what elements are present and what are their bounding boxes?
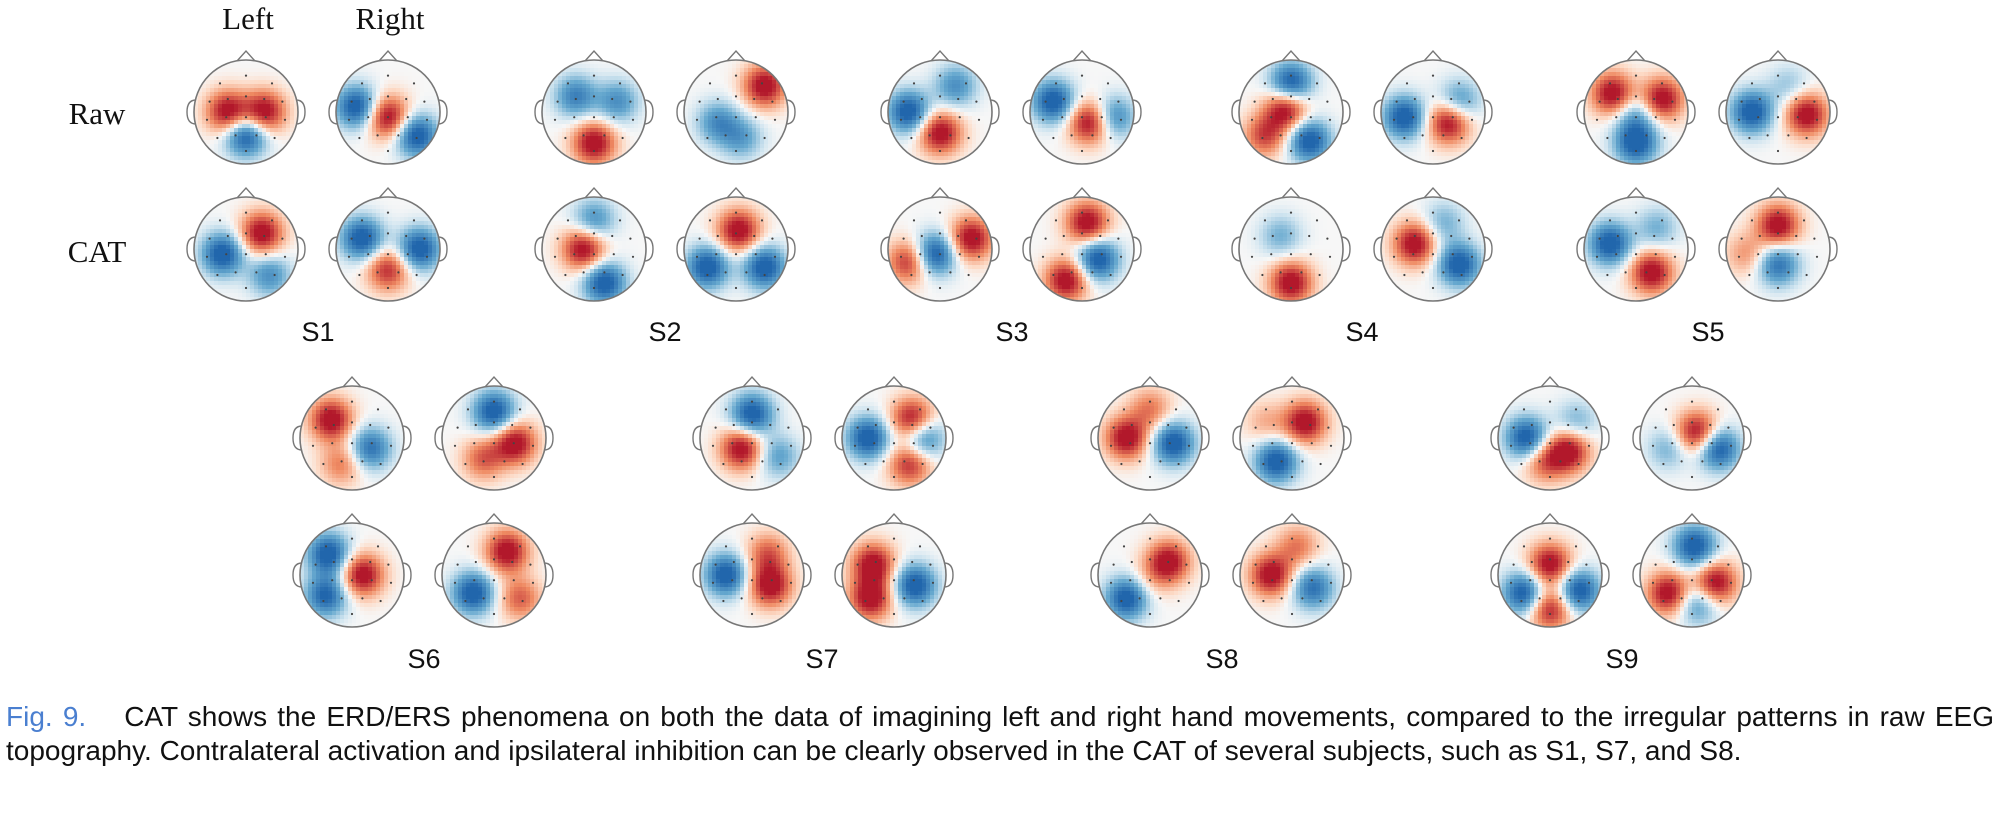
topomap-s4-cat-right <box>1373 186 1493 302</box>
topomap-s5-raw-right <box>1718 49 1838 165</box>
topomap-s8-raw-right <box>1232 375 1352 491</box>
topomap-s9-raw-left <box>1490 375 1610 491</box>
topography-figure: Left Right Raw CAT S1 S2 S3 S4 S5 S6 S7 S8 S9 <box>68 1 1838 674</box>
column-label-left: Left <box>222 1 274 36</box>
topomap-s3-cat-left <box>880 186 1000 302</box>
topomap-s6-cat-left <box>292 512 412 628</box>
topomap-grid: S1 S2 S3 S4 S5 S6 S7 S8 S9 <box>186 49 1838 674</box>
topomap-s1-cat-right <box>328 186 448 302</box>
subject-label-s9: S9 <box>1605 644 1638 674</box>
subject-label-s2: S2 <box>648 317 681 347</box>
topomap-s4-cat-left <box>1231 186 1351 302</box>
topomap-s6-raw-left <box>292 375 412 491</box>
caption-label: Fig. 9. <box>6 701 86 732</box>
topomap-s4-raw-right <box>1373 49 1493 165</box>
topomap-s8-cat-left <box>1090 512 1210 628</box>
topomap-s6-cat-right <box>434 512 554 628</box>
topomap-s8-raw-left <box>1090 375 1210 491</box>
subject-label-s7: S7 <box>805 644 838 674</box>
subject-label-s6: S6 <box>407 644 440 674</box>
topomap-s8-cat-right <box>1232 512 1352 628</box>
topomap-s6-raw-right <box>434 375 554 491</box>
topomap-s2-cat-right <box>676 186 796 302</box>
column-label-right: Right <box>356 1 425 36</box>
topomap-s3-raw-left <box>880 49 1000 165</box>
topomap-s9-cat-right <box>1632 512 1752 628</box>
subject-label-s5: S5 <box>1691 317 1724 347</box>
topomap-s5-cat-right <box>1718 186 1838 302</box>
row-label-raw: Raw <box>69 96 126 131</box>
topomap-s5-raw-left <box>1576 49 1696 165</box>
topomap-s9-cat-left <box>1490 512 1610 628</box>
topomap-s3-cat-right <box>1022 186 1142 302</box>
topomap-s1-raw-left <box>186 49 306 165</box>
topomap-s2-raw-left <box>534 49 654 165</box>
topomap-s5-cat-left <box>1576 186 1696 302</box>
topomap-s3-raw-right <box>1022 49 1142 165</box>
topomap-s1-raw-right <box>328 49 448 165</box>
topomap-s2-cat-left <box>534 186 654 302</box>
topomap-s7-cat-right <box>834 512 954 628</box>
topomap-s1-cat-left <box>186 186 306 302</box>
topomap-s7-raw-left <box>692 375 812 491</box>
caption-text: CAT shows the ERD/ERS phenomena on both … <box>6 701 1994 766</box>
subject-label-s3: S3 <box>995 317 1028 347</box>
row-label-cat: CAT <box>68 234 127 269</box>
topomap-s7-raw-right <box>834 375 954 491</box>
topomap-s2-raw-right <box>676 49 796 165</box>
topomap-s7-cat-left <box>692 512 812 628</box>
subject-label-s4: S4 <box>1345 317 1378 347</box>
topomap-s4-raw-left <box>1231 49 1351 165</box>
subject-label-s8: S8 <box>1205 644 1238 674</box>
figure-caption: Fig. 9. CAT shows the ERD/ERS phenomena o… <box>6 700 1994 768</box>
topomap-s9-raw-right <box>1632 375 1752 491</box>
subject-label-s1: S1 <box>301 317 334 347</box>
